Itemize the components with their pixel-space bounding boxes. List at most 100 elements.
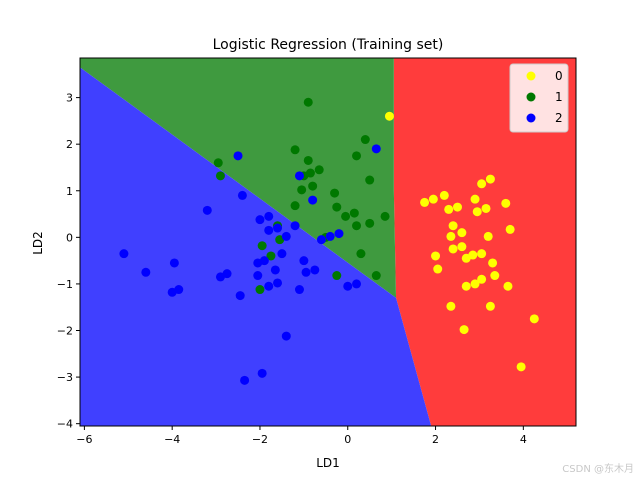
point-class-0 [433, 264, 443, 274]
decision-regions [80, 58, 576, 426]
point-class-0 [477, 249, 487, 259]
point-class-2 [174, 285, 184, 295]
point-class-0 [384, 111, 394, 121]
point-class-1 [303, 155, 313, 165]
point-class-2 [273, 223, 283, 233]
legend-marker-2 [526, 113, 536, 123]
point-class-1 [332, 271, 342, 281]
point-class-0 [448, 221, 458, 231]
point-class-0 [470, 194, 480, 204]
point-class-2 [259, 256, 269, 266]
point-class-2 [237, 190, 247, 200]
point-class-0 [468, 250, 478, 260]
point-class-2 [273, 278, 283, 288]
point-class-2 [141, 267, 151, 277]
point-class-1 [352, 151, 362, 161]
point-class-0 [420, 197, 430, 207]
point-class-0 [457, 242, 467, 252]
point-class-2 [235, 291, 245, 301]
legend-marker-0 [526, 71, 536, 81]
point-class-0 [501, 198, 511, 208]
point-class-1 [365, 218, 375, 228]
legend-label-1: 1 [555, 90, 563, 104]
point-class-0 [472, 207, 482, 217]
point-class-2 [255, 215, 265, 225]
point-class-2 [264, 281, 274, 291]
point-class-0 [446, 301, 456, 311]
point-class-0 [529, 314, 539, 324]
point-class-2 [310, 265, 320, 275]
point-class-2 [343, 281, 353, 291]
point-class-2 [215, 272, 225, 282]
point-class-1 [314, 165, 324, 175]
x-tick-label: 0 [344, 433, 351, 446]
point-class-1 [356, 249, 366, 259]
point-class-1 [290, 145, 300, 155]
x-axis-ticks: −6 −4 −2 0 2 4 [76, 426, 527, 446]
y-axis-label: LD2 [31, 231, 45, 255]
point-class-1 [266, 251, 276, 261]
point-class-2 [257, 368, 267, 378]
point-class-2 [253, 271, 263, 281]
point-class-2 [270, 265, 280, 275]
point-class-1 [257, 241, 267, 251]
data-points [119, 97, 539, 385]
point-class-1 [360, 135, 370, 145]
point-class-0 [470, 279, 480, 289]
point-class-0 [461, 281, 471, 291]
point-class-1 [213, 158, 223, 168]
point-class-1 [308, 181, 318, 191]
point-class-1 [352, 221, 362, 231]
chart-title: Logistic Regression (Training set) [213, 37, 444, 53]
legend-label-0: 0 [555, 69, 563, 83]
point-class-2 [294, 285, 304, 295]
point-class-2 [233, 151, 243, 161]
point-class-0 [481, 203, 491, 213]
point-class-0 [446, 231, 456, 241]
legend-entries: 0 1 2 [526, 69, 563, 125]
y-tick-label: −2 [57, 325, 73, 338]
y-tick-label: 3 [66, 92, 73, 105]
point-class-1 [365, 175, 375, 185]
point-class-0 [457, 228, 467, 238]
point-class-2 [352, 279, 362, 289]
point-class-0 [485, 174, 495, 184]
point-class-0 [488, 258, 498, 268]
point-class-1 [341, 211, 351, 221]
point-class-0 [505, 224, 515, 234]
x-tick-label: 2 [432, 433, 439, 446]
point-class-0 [428, 194, 438, 204]
watermark: CSDN @东木月 [562, 462, 634, 475]
x-tick-label: −2 [252, 433, 268, 446]
point-class-2 [264, 225, 274, 235]
point-class-1 [330, 188, 340, 198]
x-tick-label: −6 [76, 433, 92, 446]
y-tick-label: 1 [66, 185, 73, 198]
y-tick-label: −3 [57, 371, 73, 384]
point-class-2 [316, 235, 326, 245]
point-class-0 [516, 362, 526, 372]
point-class-2 [299, 256, 309, 266]
point-class-1 [349, 208, 359, 218]
region-class-2 [80, 67, 432, 426]
legend-box [509, 63, 569, 133]
point-class-2 [308, 195, 318, 205]
y-tick-label: −1 [57, 278, 73, 291]
point-class-2 [371, 144, 381, 154]
legend-marker-1 [526, 92, 536, 102]
x-tick-label: 4 [520, 433, 527, 446]
point-class-0 [477, 274, 487, 284]
point-class-1 [371, 271, 381, 281]
point-class-2 [277, 249, 287, 259]
x-axis-label: LD1 [316, 456, 340, 470]
legend-label-2: 2 [555, 111, 563, 125]
point-class-2 [119, 249, 129, 259]
point-class-0 [477, 179, 487, 189]
region-class-1 [80, 58, 397, 298]
point-class-2 [264, 211, 274, 221]
point-class-2 [281, 231, 291, 241]
point-class-2 [240, 375, 250, 385]
point-class-0 [503, 281, 513, 291]
point-class-2 [301, 267, 311, 277]
